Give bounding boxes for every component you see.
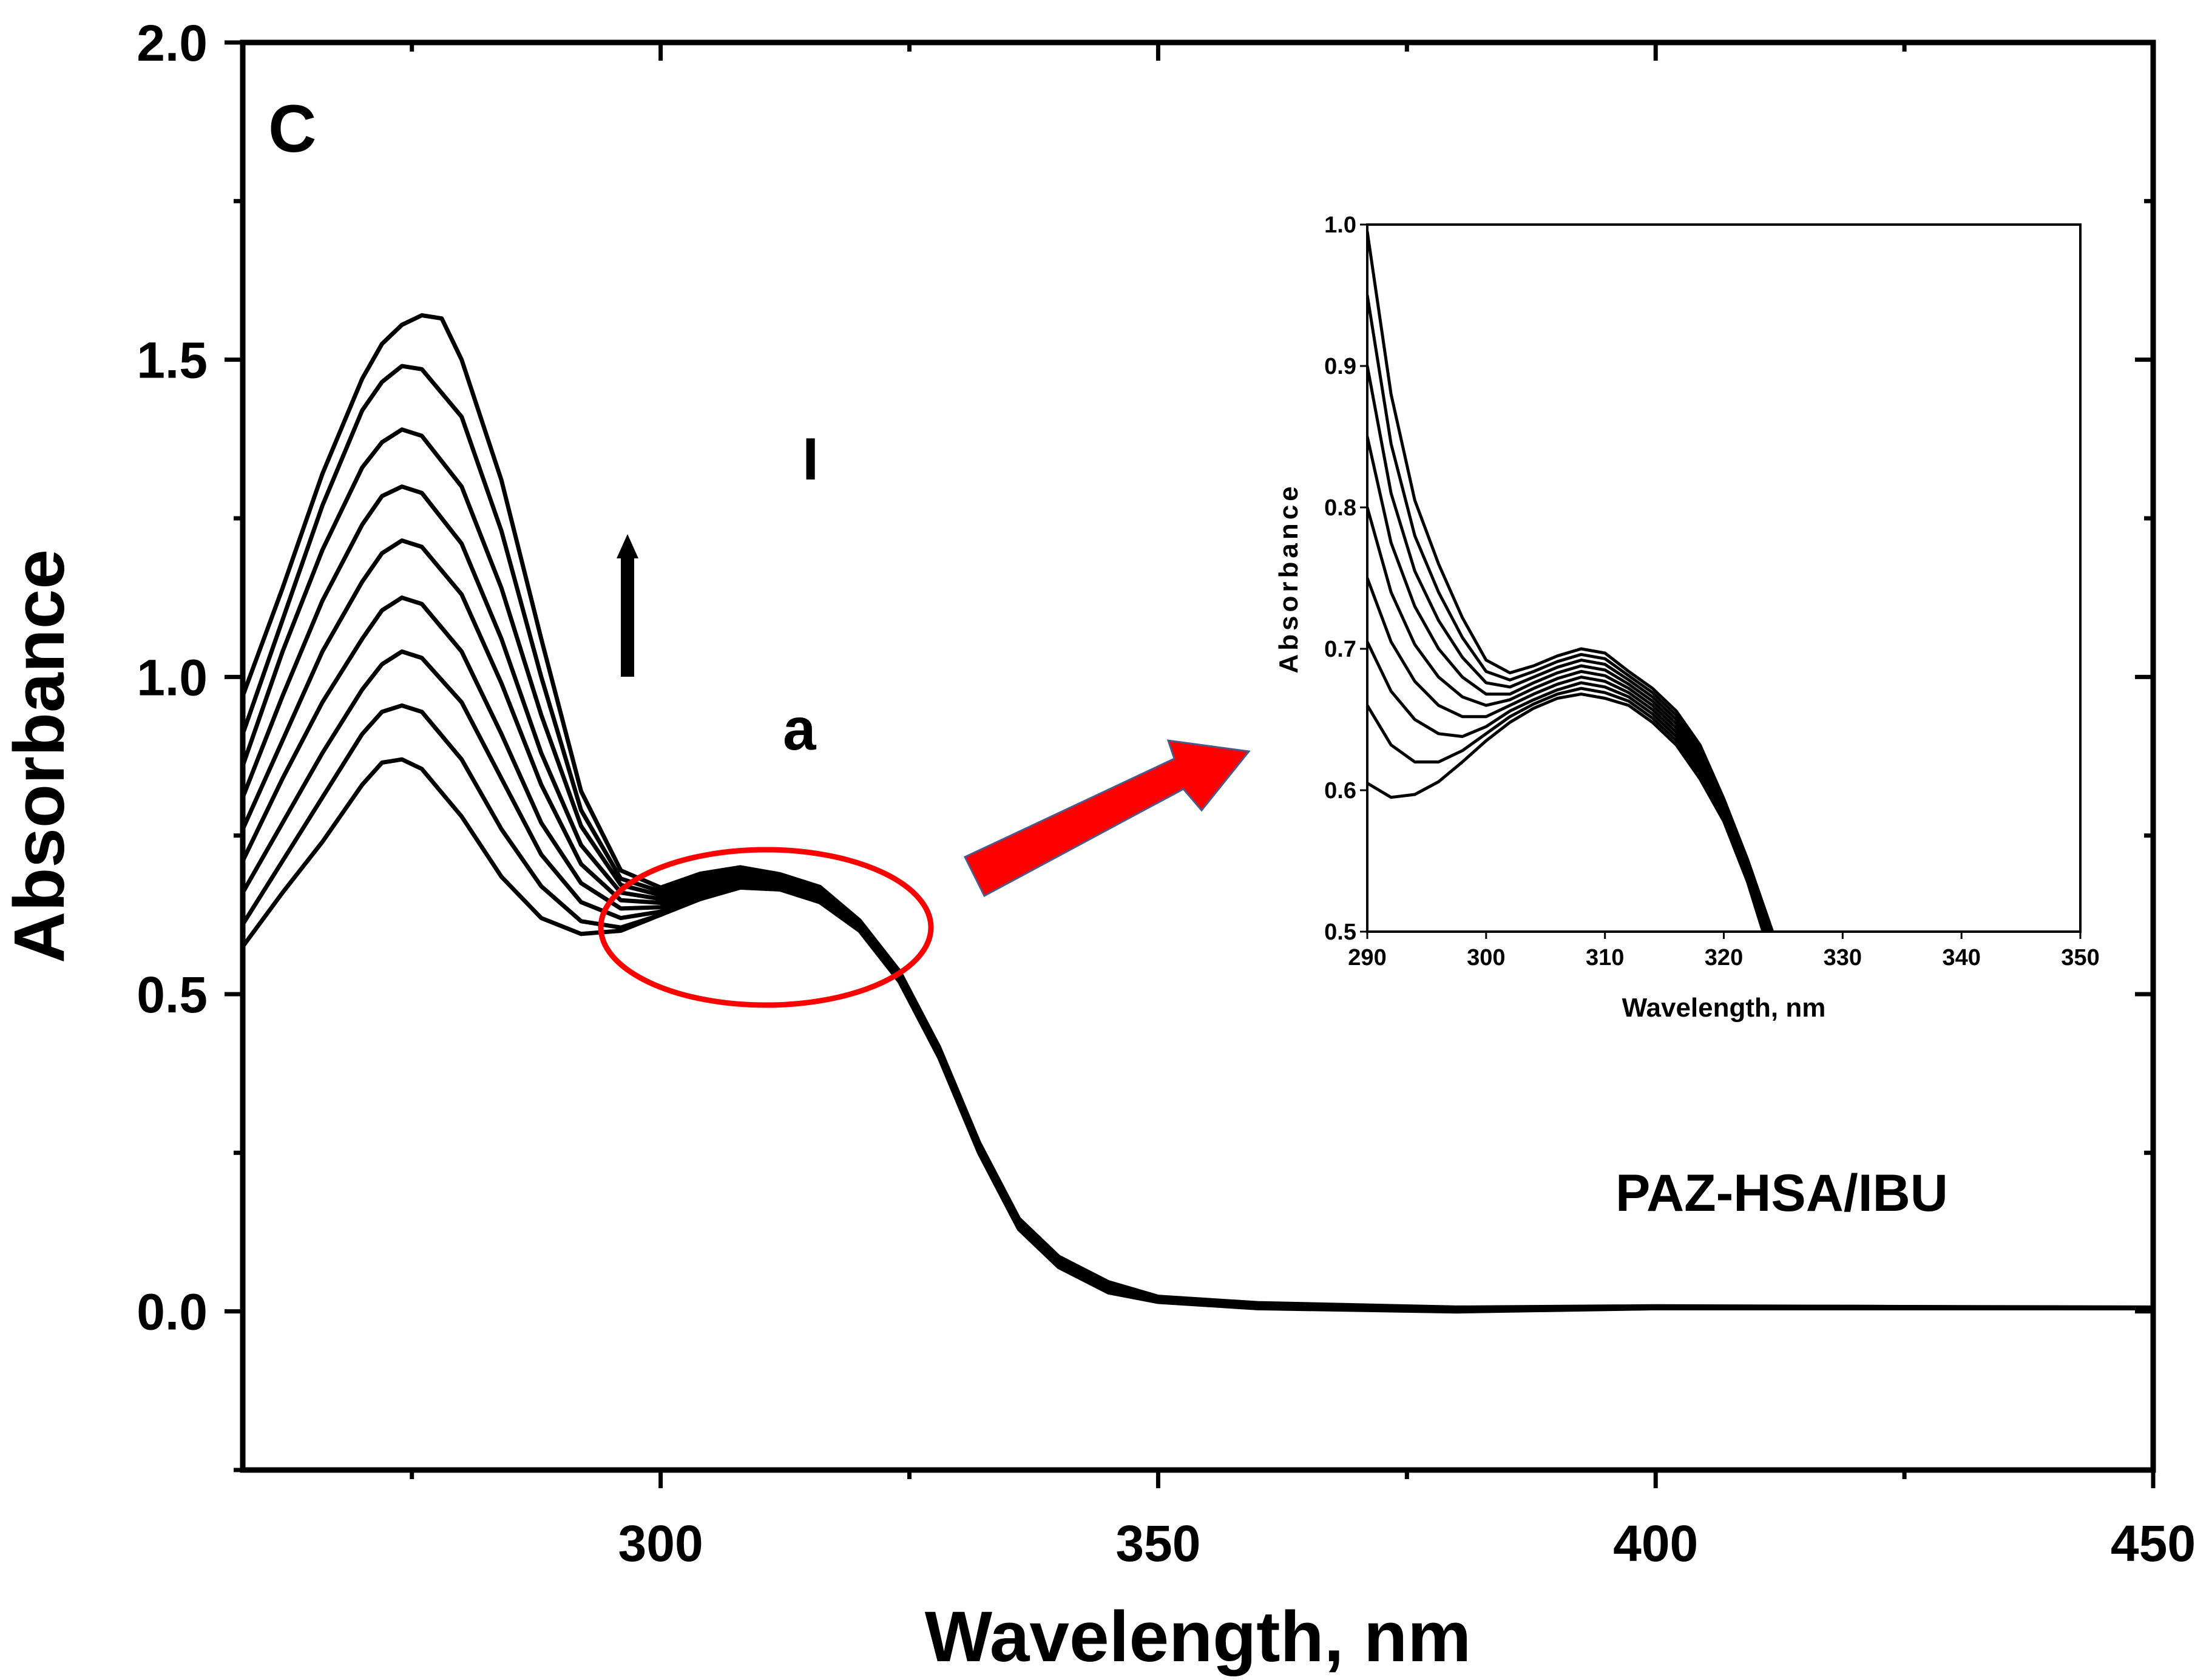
inset-x-tick-label: 290 (1348, 945, 1386, 970)
inset-y-tick-label: 0.9 (1324, 354, 1356, 379)
curve-first-label: a (783, 696, 817, 762)
trend-arrow-head (617, 534, 638, 558)
inset-series-d (1367, 577, 1768, 932)
main-x-tick-label: 350 (1115, 1515, 1200, 1572)
inset-series-f (1367, 435, 1771, 932)
inset-x-tick-label: 320 (1705, 945, 1743, 970)
inset-y-tick-label: 0.5 (1324, 920, 1356, 945)
main-plot-frame (240, 39, 2156, 1473)
inset-x-tick-label: 300 (1467, 945, 1505, 970)
main-y-tick-label: 0.5 (137, 966, 208, 1023)
inset-y-tick-label: 0.7 (1324, 637, 1356, 662)
main-y-tick-label: 2.0 (137, 15, 208, 72)
inset-series-I (1367, 230, 1774, 932)
inset-y-tick-label: 0.8 (1324, 495, 1356, 521)
inset-x-tick-label: 350 (2061, 945, 2099, 970)
main-curves (243, 313, 2153, 1314)
main-axis-ticks: 300 350 400 450 0.0 0.5 1.0 1.5 2.0 (137, 15, 2196, 1572)
main-y-tick-label: 1.5 (137, 332, 208, 389)
main-plot: 300 350 400 450 0.0 0.5 1.0 1.5 2.0 Wavelength, … (0, 15, 2196, 1677)
inset-series-h (1367, 294, 1773, 932)
zoom-arrow (963, 739, 1251, 898)
zoom-highlight-ellipse (598, 847, 934, 1008)
main-x-tick-label: 400 (1613, 1515, 1698, 1572)
main-series-I (243, 313, 2153, 1310)
trend-arrow (617, 534, 638, 677)
inset-y-axis-label: Absorbance (1274, 483, 1304, 673)
inset-y-tick-label: 1.0 (1324, 212, 1356, 238)
main-x-tick-label: 300 (618, 1515, 703, 1572)
inset-series-c (1367, 640, 1767, 932)
main-y-axis-label: Absorbance (0, 549, 79, 963)
inset-series-e (1367, 506, 1770, 932)
inset-series-g (1367, 364, 1772, 932)
inset-x-axis-label: Wavelength, nm (1622, 993, 1826, 1023)
inset-series-b (1367, 686, 1766, 932)
panel-label: C (268, 92, 316, 166)
inset-x-tick-label: 330 (1824, 945, 1862, 970)
inset-plot: 290 300 310 320 330 340 3500.50.60.70.80.91.0 … (1274, 212, 2100, 1023)
main-x-tick-label: 450 (2111, 1515, 2196, 1572)
inset-axis-ticks: 290 300 310 320 330 340 350 0.5 0.6 0.7 0.8 0.9 1.0 (1324, 212, 2100, 970)
inset-background (1367, 225, 2080, 932)
main-y-tick-label: 1.0 (137, 649, 208, 706)
curve-last-label: I (802, 425, 819, 492)
main-y-tick-label: 0.0 (137, 1284, 208, 1341)
inset-x-tick-label: 340 (1942, 945, 1980, 970)
main-x-axis-label: Wavelength, nm (925, 1597, 1471, 1677)
sample-label: PAZ-HSA/IBU (1615, 1164, 1948, 1222)
inset-series-a (1367, 693, 1765, 932)
inset-x-tick-label: 310 (1586, 945, 1624, 970)
inset-y-tick-label: 0.6 (1324, 778, 1356, 804)
inset-curves (1367, 230, 1774, 932)
